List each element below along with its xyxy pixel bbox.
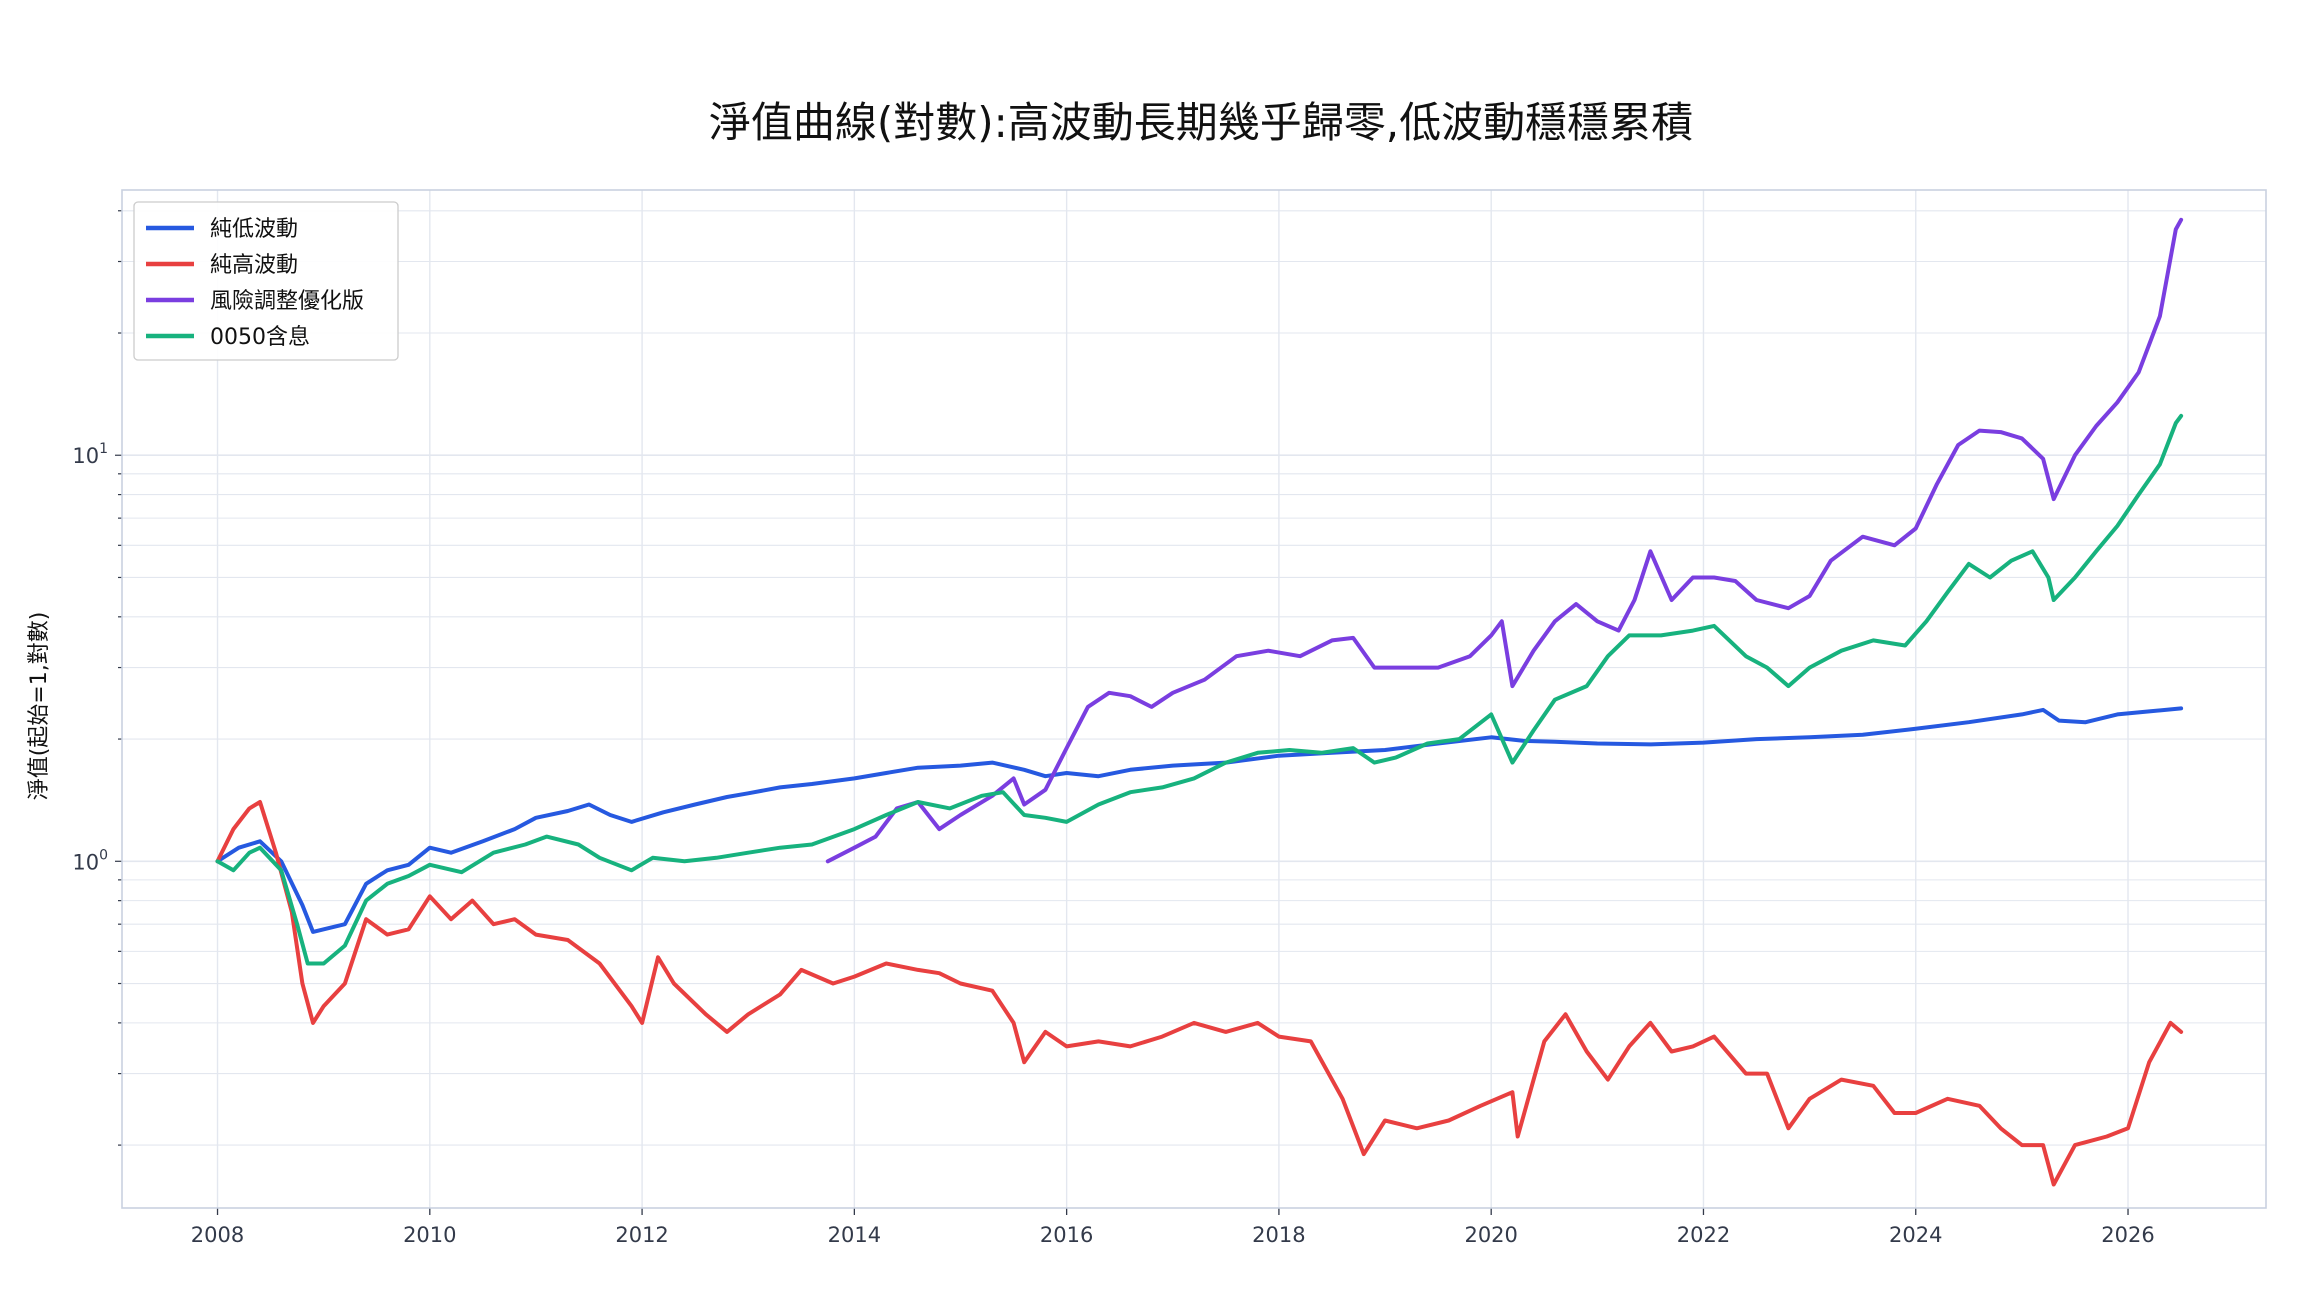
plot-background: [122, 190, 2266, 1208]
series-line: [215, 413, 2184, 966]
x-tick-label: 2016: [1040, 1223, 1093, 1247]
chart-title: 淨值曲線(對數):高波動長期幾乎歸零,低波動穩穩累積: [709, 98, 1693, 147]
legend-label: 純低波動: [210, 217, 298, 242]
x-tick-label: 2008: [191, 1223, 244, 1247]
legend-label: 0050含息: [210, 325, 310, 350]
x-tick-label: 2020: [1464, 1223, 1517, 1247]
legend-label: 純高波動: [210, 253, 298, 278]
plot-frame: [121, 189, 2267, 1209]
legend-label: 風險調整優化版: [210, 289, 364, 314]
plot-area: [122, 190, 2266, 1208]
series-lines: [215, 217, 2184, 1187]
x-tick-label: 2026: [2101, 1223, 2154, 1247]
x-tick-label: 2018: [1252, 1223, 1305, 1247]
y-tick-label: 101: [72, 441, 108, 468]
axes: 2008 2010 2012 2014 2016 2018 2020 2022 2024 2026…: [72, 189, 2267, 1247]
legend-box: [133, 201, 399, 361]
series-line: [215, 800, 2184, 1187]
series-line: [215, 706, 2184, 934]
y-axis-label: 淨值(起始=1,對數): [27, 612, 52, 801]
y-tick-label: 100: [72, 847, 108, 874]
x-tick-label: 2024: [1889, 1223, 1942, 1247]
x-tick-label: 2010: [403, 1223, 456, 1247]
series-line: [825, 217, 2184, 864]
x-tick-label: 2022: [1677, 1223, 1730, 1247]
x-tick-label: 2014: [828, 1223, 881, 1247]
x-tick-label: 2012: [615, 1223, 668, 1247]
